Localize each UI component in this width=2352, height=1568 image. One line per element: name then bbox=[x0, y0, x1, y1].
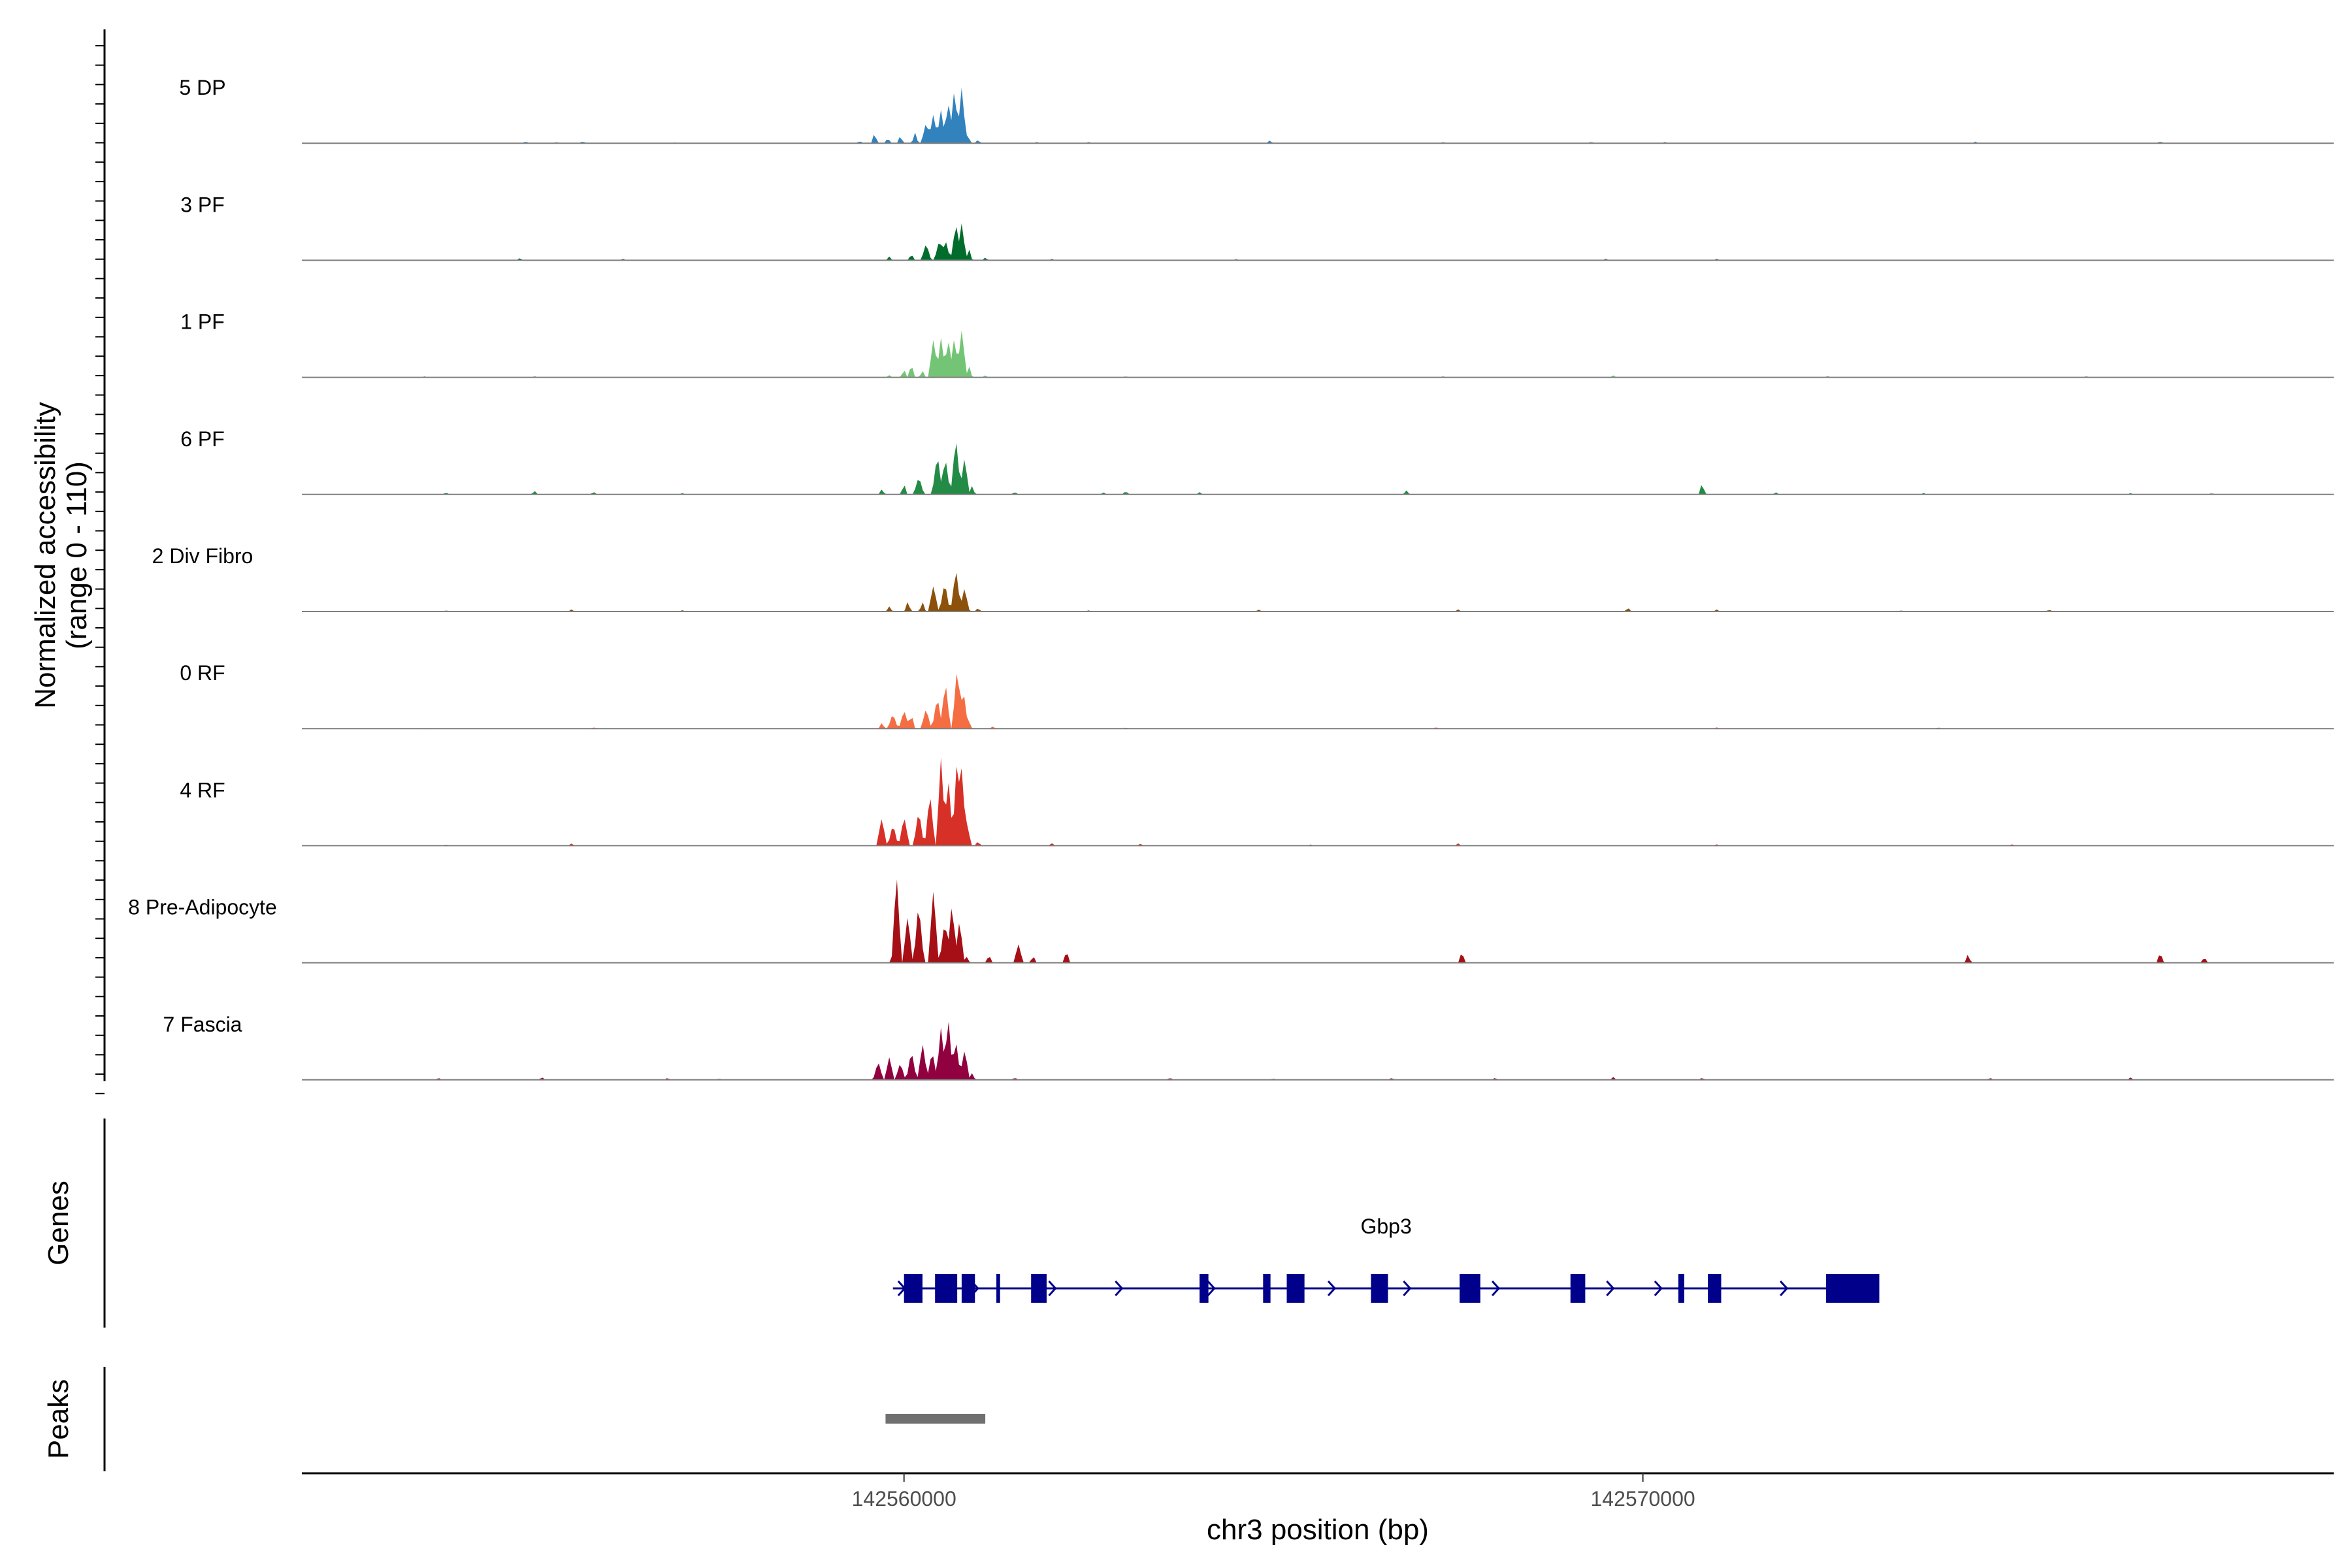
coverage-area bbox=[423, 330, 2227, 378]
gene-exon bbox=[996, 1274, 1000, 1303]
y-axis-title-line-2: (range 0 - 110) bbox=[61, 461, 93, 649]
track-label: 4 RF bbox=[180, 778, 225, 802]
coverage-area bbox=[423, 757, 2227, 846]
track-label: 6 PF bbox=[180, 427, 225, 451]
strand-arrow bbox=[1403, 1280, 1412, 1297]
track-2-div-fibro: 2 Div Fibro bbox=[152, 544, 2334, 612]
gene-exon bbox=[1708, 1274, 1722, 1303]
accessibility-tracks: 5 DP 3 PF 1 PF 6 PF 2 Div Fibro 0 RF 4 RF 8 Pre… bbox=[128, 76, 2334, 1081]
coverage-area bbox=[423, 1021, 2227, 1080]
gene-exon bbox=[935, 1274, 958, 1303]
track-8-pre-adipocyte: 8 Pre-Adipocyte bbox=[128, 879, 2334, 964]
coverage-area bbox=[423, 572, 2227, 612]
x-tick-label: 142560000 bbox=[852, 1487, 956, 1511]
x-axis-ticks: 142560000 142570000 bbox=[852, 1473, 1695, 1511]
coverage-area bbox=[423, 674, 2227, 729]
gene-exon bbox=[904, 1274, 923, 1303]
peak-region bbox=[885, 1414, 986, 1424]
track-0-rf: 0 RF bbox=[180, 661, 2334, 730]
strand-arrow bbox=[1115, 1280, 1124, 1297]
gene-exon bbox=[1570, 1274, 1586, 1303]
gene-name-label: Gbp3 bbox=[1360, 1215, 1411, 1238]
track-label: 0 RF bbox=[180, 661, 225, 685]
coverage-area bbox=[423, 879, 2227, 963]
track-3-pf: 3 PF bbox=[180, 193, 2334, 261]
track-label: 5 DP bbox=[179, 76, 225, 99]
track-label: 1 PF bbox=[180, 310, 225, 334]
y-axis-ticks bbox=[95, 45, 105, 1094]
gene-exon bbox=[1371, 1274, 1388, 1303]
track-label: 2 Div Fibro bbox=[152, 544, 253, 568]
strand-arrow bbox=[1327, 1280, 1337, 1297]
peaks-panel-label: Peaks bbox=[42, 1379, 74, 1459]
track-4-rf: 4 RF bbox=[180, 757, 2334, 847]
gene-exon bbox=[1031, 1274, 1047, 1303]
coverage-area bbox=[423, 443, 2227, 495]
genes-panel-label: Genes bbox=[42, 1181, 74, 1266]
track-label: 3 PF bbox=[180, 193, 225, 216]
strand-arrow bbox=[1654, 1280, 1663, 1297]
gene-model bbox=[892, 1274, 1880, 1303]
track-label: 8 Pre-Adipocyte bbox=[128, 896, 277, 919]
track-1-pf: 1 PF bbox=[180, 310, 2334, 378]
coverage-area bbox=[423, 88, 2227, 144]
peaks-track bbox=[885, 1414, 986, 1424]
x-axis-title: chr3 position (bp) bbox=[1207, 1514, 1429, 1546]
gene-exon bbox=[1286, 1274, 1305, 1303]
gene-exon bbox=[1826, 1274, 1880, 1303]
gene-exon bbox=[961, 1274, 975, 1303]
gene-exon bbox=[1460, 1274, 1480, 1303]
track-label: 7 Fascia bbox=[163, 1013, 242, 1036]
y-axis-title-line-1: Normalized accessibility bbox=[29, 402, 61, 708]
accessibility-y-axis bbox=[95, 29, 106, 1094]
strand-arrow bbox=[1606, 1280, 1615, 1297]
strand-arrow bbox=[1491, 1280, 1501, 1297]
strand-arrow bbox=[1048, 1280, 1057, 1297]
coverage-area bbox=[423, 223, 2227, 261]
strand-arrow bbox=[1780, 1280, 1789, 1297]
x-tick-label: 142570000 bbox=[1591, 1487, 1695, 1511]
track-5-dp: 5 DP bbox=[179, 76, 2334, 144]
gene-exon bbox=[1200, 1274, 1209, 1303]
track-6-pf: 6 PF bbox=[180, 427, 2334, 495]
track-7-fascia: 7 Fascia bbox=[163, 1013, 2334, 1081]
strand-arrow bbox=[1207, 1280, 1216, 1297]
gene-exon bbox=[1678, 1274, 1684, 1303]
gene-exon bbox=[1263, 1274, 1271, 1303]
